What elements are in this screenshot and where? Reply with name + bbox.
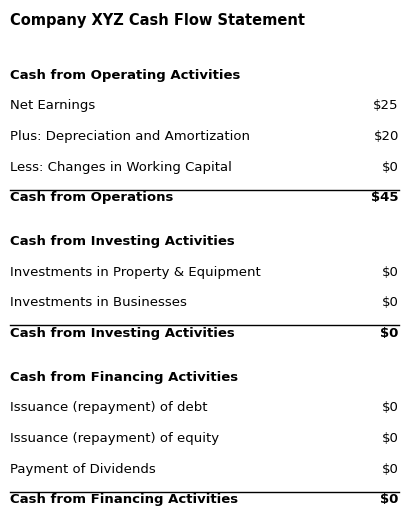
- Text: $0: $0: [380, 493, 399, 506]
- Text: Cash from Investing Activities: Cash from Investing Activities: [10, 327, 235, 340]
- Text: Investments in Property & Equipment: Investments in Property & Equipment: [10, 266, 261, 279]
- Text: $0: $0: [382, 463, 399, 476]
- Text: $0: $0: [382, 432, 399, 445]
- Text: $25: $25: [373, 99, 399, 112]
- Text: $0: $0: [382, 161, 399, 174]
- Text: Cash from Investing Activities: Cash from Investing Activities: [10, 235, 235, 248]
- Text: Payment of Dividends: Payment of Dividends: [10, 463, 156, 476]
- Text: $20: $20: [373, 130, 399, 143]
- Text: $0: $0: [382, 296, 399, 309]
- Text: Net Earnings: Net Earnings: [10, 99, 95, 112]
- Text: Cash from Financing Activities: Cash from Financing Activities: [10, 493, 238, 506]
- Text: $0: $0: [382, 266, 399, 279]
- Text: $0: $0: [380, 327, 399, 340]
- Text: Cash from Operating Activities: Cash from Operating Activities: [10, 69, 240, 82]
- Text: $0: $0: [382, 401, 399, 414]
- Text: Cash from Financing Activities: Cash from Financing Activities: [10, 371, 238, 384]
- Text: $45: $45: [371, 191, 399, 204]
- Text: Company XYZ Cash Flow Statement: Company XYZ Cash Flow Statement: [10, 13, 305, 28]
- Text: Investments in Businesses: Investments in Businesses: [10, 296, 187, 309]
- Text: Issuance (repayment) of equity: Issuance (repayment) of equity: [10, 432, 219, 445]
- Text: Cash from Operations: Cash from Operations: [10, 191, 173, 204]
- Text: Less: Changes in Working Capital: Less: Changes in Working Capital: [10, 161, 232, 174]
- Text: Plus: Depreciation and Amortization: Plus: Depreciation and Amortization: [10, 130, 250, 143]
- Text: Issuance (repayment) of debt: Issuance (repayment) of debt: [10, 401, 208, 414]
